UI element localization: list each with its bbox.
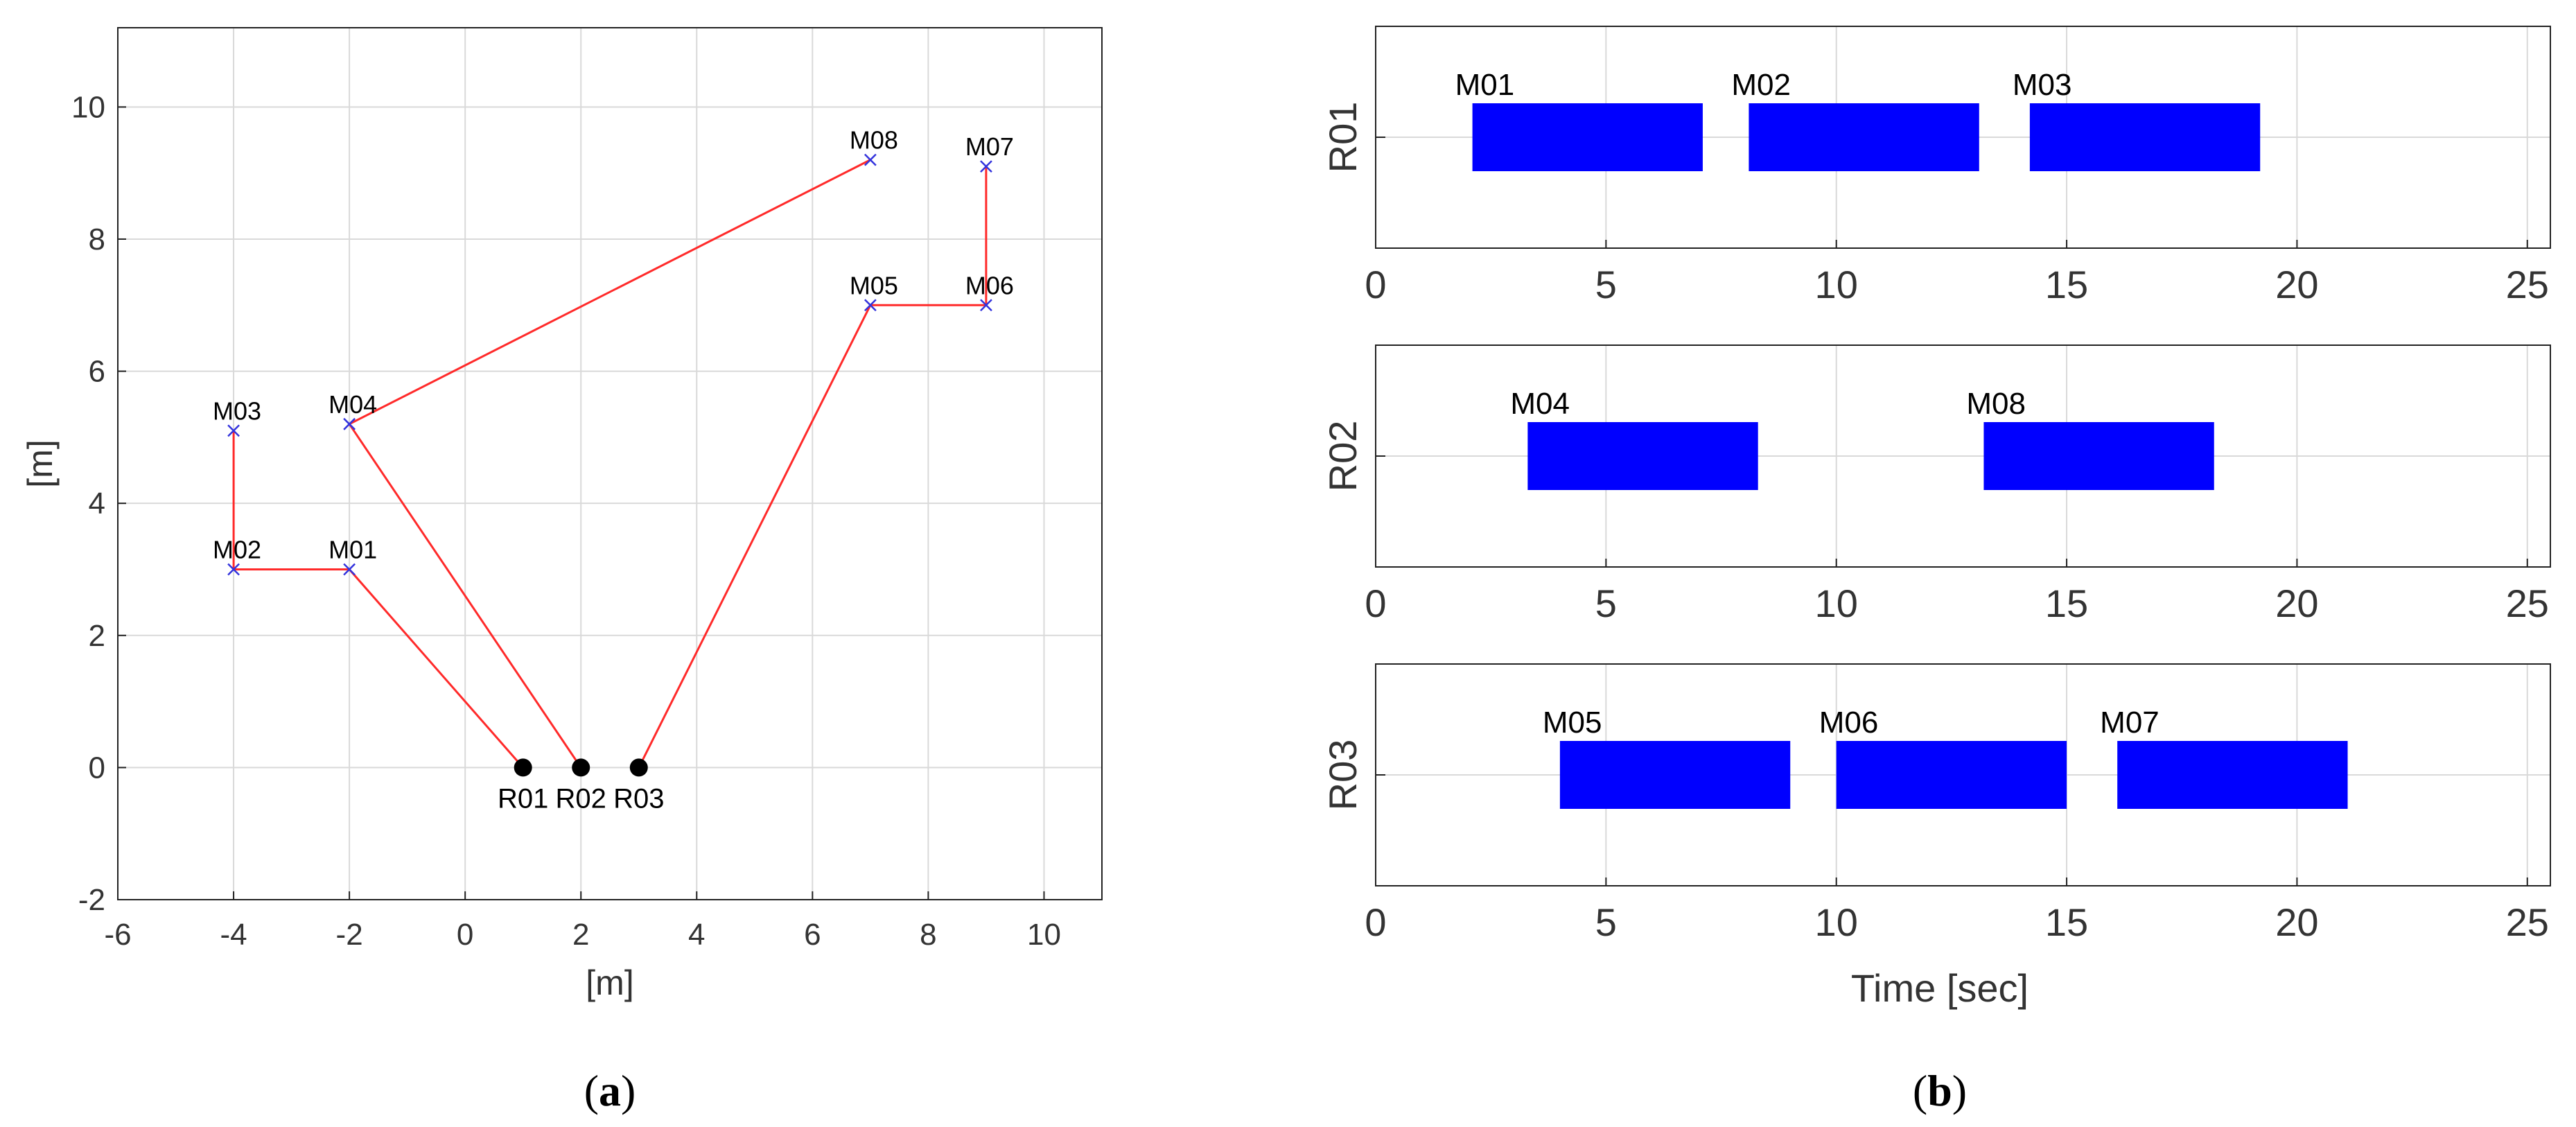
mission-label: M07 [965, 132, 1014, 161]
x-tick-label: 20 [2275, 263, 2318, 306]
x-tick-label: -4 [220, 918, 247, 952]
task-label: M01 [1455, 68, 1515, 102]
x-tick-label: 15 [2045, 582, 2088, 625]
x-tick-label: 10 [1815, 263, 1858, 306]
task-bar-m01 [1472, 103, 1703, 171]
route-map-y-axis-label: [m] [21, 439, 60, 487]
x-tick-label: 25 [2506, 582, 2549, 625]
x-tick-label: 25 [2506, 263, 2549, 306]
mission-marker-m06 [980, 299, 992, 312]
task-bar-m07 [2117, 741, 2348, 809]
x-tick-label: 0 [1365, 582, 1386, 625]
mission-label: M08 [850, 126, 898, 155]
y-tick-label: 6 [89, 355, 105, 389]
x-tick-label: 5 [1595, 900, 1617, 944]
x-tick-label: 5 [1595, 263, 1617, 306]
x-tick-label: 0 [1365, 263, 1386, 306]
x-tick-label: 10 [1027, 918, 1061, 952]
y-tick-label: 2 [89, 619, 105, 653]
x-tick-label: -2 [336, 918, 363, 952]
mission-marker-m05 [864, 299, 877, 312]
y-tick-label: -2 [78, 883, 105, 917]
schedule-panel: 0 5 10 15 20 25 R01 M01 M02 M03 0 5 10 15 20 25 R02 M04 M0… [1321, 26, 2551, 1115]
robot-marker-r02 [572, 758, 590, 777]
robot-markers: R01 R02 R03 [498, 758, 664, 814]
mission-marker-m01 [343, 563, 356, 576]
route-map-tick-labels: -6 -4 -2 0 2 4 6 8 10 -2 0 2 4 6 8 10 [71, 90, 1061, 952]
x-tick-label: 15 [2045, 263, 2088, 306]
task-label: M07 [2100, 706, 2159, 740]
schedule-x-axis-label: Time [sec] [1851, 966, 2029, 1010]
task-label: M02 [1731, 68, 1791, 102]
task-bar-m08 [1983, 422, 2214, 490]
row-label: R02 [1321, 421, 1365, 492]
schedule-rows: 0 5 10 15 20 25 R01 M01 M02 M03 0 5 10 15 20 25 R02 M04 M0… [1321, 26, 2551, 944]
route-map-plot-area [118, 28, 1102, 900]
x-tick-label: 5 [1595, 582, 1617, 625]
row-label: R03 [1321, 740, 1365, 811]
y-tick-label: 8 [89, 222, 105, 256]
panel-a-letter: a [599, 1066, 621, 1115]
task-bar-m04 [1527, 422, 1758, 490]
row-label: R01 [1321, 102, 1365, 173]
task-label: M05 [1543, 706, 1602, 740]
x-tick-label: 0 [1365, 900, 1386, 944]
x-tick-label: 10 [1815, 900, 1858, 944]
robot-label: R03 [613, 783, 664, 814]
schedule-row-r02: 0 5 10 15 20 25 R02 M04 M08 [1321, 344, 2551, 625]
x-tick-label: 15 [2045, 900, 2088, 944]
mission-marker-m03 [227, 424, 240, 437]
mission-marker-m08 [864, 153, 877, 166]
mission-marker-m04 [343, 417, 356, 430]
mission-label: M04 [328, 390, 377, 419]
schedule-axes-box [1375, 26, 2551, 249]
schedule-axes-box [1375, 663, 2551, 886]
task-bar-m03 [2029, 103, 2261, 171]
y-tick-label: 10 [71, 90, 105, 124]
task-bar-m05 [1559, 741, 1791, 809]
panel-a-caption: (a) [584, 1066, 636, 1115]
y-tick-label: 4 [89, 487, 105, 521]
schedule-row-r03: 0 5 10 15 20 25 R03 M05 M06 M07 [1321, 663, 2551, 944]
mission-label: M02 [213, 535, 261, 564]
route-line-r01 [232, 430, 524, 769]
x-tick-label: 2 [572, 918, 589, 952]
x-tick-label: -6 [104, 918, 131, 952]
x-tick-label: 20 [2275, 582, 2318, 625]
x-tick-label: 4 [688, 918, 705, 952]
robot-label: R02 [556, 783, 606, 814]
y-tick-label: 0 [89, 751, 105, 785]
mission-marker-m02 [227, 563, 240, 576]
x-tick-label: 20 [2275, 900, 2318, 944]
panel-b-letter: b [1927, 1066, 1952, 1115]
x-tick-label: 25 [2506, 900, 2549, 944]
task-label: M04 [1510, 387, 1570, 421]
schedule-axes-box [1375, 344, 2551, 568]
mission-label: M05 [850, 271, 898, 299]
schedule-row-r01: 0 5 10 15 20 25 R01 M01 M02 M03 [1321, 26, 2551, 306]
mission-marker-m07 [980, 160, 992, 173]
mission-label: M01 [328, 535, 377, 564]
x-tick-label: 6 [804, 918, 821, 952]
robot-marker-r01 [514, 758, 532, 777]
route-map-x-axis-label: [m] [586, 963, 633, 1002]
x-tick-label: 8 [920, 918, 936, 952]
mission-markers: M01 M02 M03 M04 M05 M06 M07 M08 [213, 126, 1014, 576]
task-label: M06 [1819, 706, 1879, 740]
x-tick-label: 0 [457, 918, 473, 952]
robot-label: R01 [498, 783, 548, 814]
route-line-r03 [638, 166, 988, 769]
task-label: M03 [2013, 68, 2072, 102]
mission-label: M03 [213, 396, 261, 425]
task-bar-m02 [1749, 103, 1979, 171]
panel-b-caption: (b) [1913, 1066, 1967, 1115]
task-label: M08 [1966, 387, 2026, 421]
route-map-axes-box [117, 27, 1103, 900]
mission-label: M06 [965, 271, 1014, 299]
x-tick-label: 10 [1815, 582, 1858, 625]
robot-marker-r03 [629, 758, 648, 777]
task-bar-m06 [1836, 741, 2067, 809]
